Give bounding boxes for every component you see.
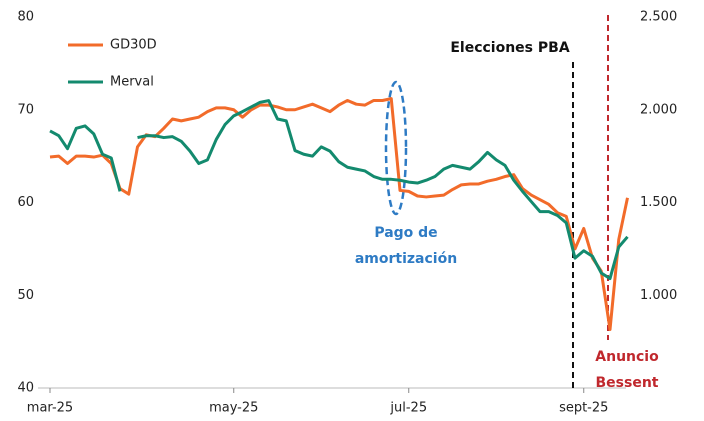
annotation: Pago de (374, 225, 437, 241)
y2-tick-label: 2.000 (640, 102, 677, 117)
y2-tick-label: 2.500 (640, 10, 677, 25)
annotation: Elecciones PBA (450, 40, 569, 56)
annotation: Anuncio (595, 349, 659, 365)
y2-tick-label: 1.000 (640, 288, 677, 303)
highlight-ellipse (384, 80, 408, 216)
legend-label: Merval (110, 75, 154, 90)
legend-label: GD30D (110, 38, 157, 53)
y-tick-label: 70 (17, 102, 34, 117)
series-line (49, 99, 629, 281)
series-line (49, 97, 629, 332)
y-tick-label: 40 (17, 381, 34, 396)
y-tick-label: 50 (17, 288, 34, 303)
y2-tick-label: 1.500 (640, 195, 677, 210)
y-tick-label: 60 (17, 195, 34, 210)
y-tick-label: 80 (17, 10, 34, 25)
x-tick-label: may-25 (209, 401, 258, 416)
x-tick-label: sept-25 (559, 401, 608, 416)
annotation: Bessent (596, 375, 659, 391)
x-tick-label: mar-25 (27, 401, 73, 416)
x-tick-label: jul-25 (389, 401, 427, 416)
annotation: amortización (355, 251, 457, 267)
